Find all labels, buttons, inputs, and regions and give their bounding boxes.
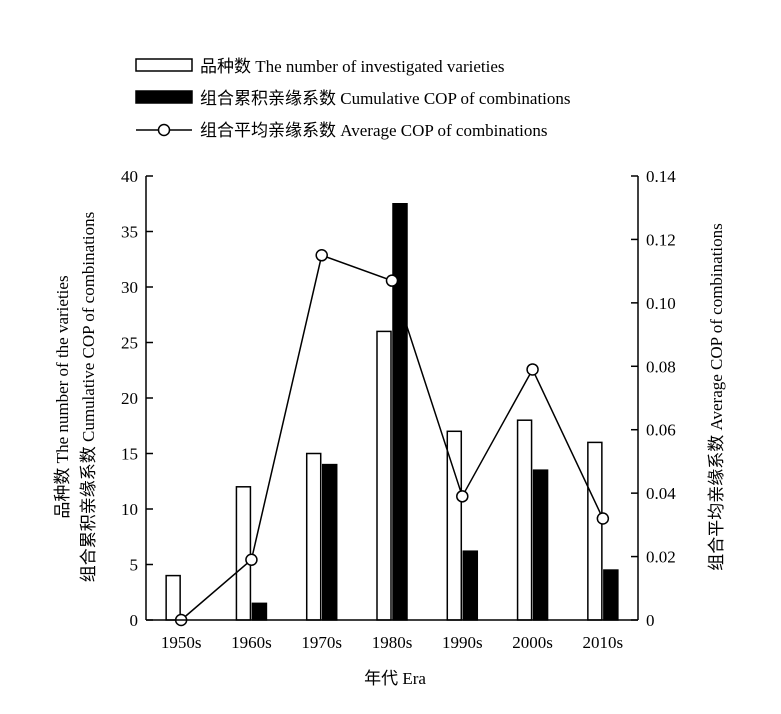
bar-cumulative-cop: [321, 463, 338, 621]
legend-label: 组合累积亲缘系数 Cumulative COP of combinations: [200, 89, 571, 108]
point-average-cop: [385, 274, 399, 287]
left-tick-label: 35: [121, 223, 138, 242]
right-tick-label: 0.08: [646, 357, 676, 376]
category-label: 1950s: [161, 633, 202, 652]
bar-cumulative-cop: [251, 602, 268, 621]
point-average-cop: [456, 490, 469, 503]
category-label: 1980s: [372, 633, 413, 652]
legend-swatch-marker: [157, 123, 171, 137]
legend-label: 组合平均亲缘系数 Average COP of combinations: [200, 121, 548, 140]
left-axis-label-varieties: 品种数 The number of the varieties: [53, 275, 72, 518]
category-label: 2000s: [512, 633, 553, 652]
category-label: 1970s: [301, 633, 342, 652]
left-tick-label: 5: [130, 556, 139, 575]
category-label: 2010s: [583, 633, 624, 652]
bar-varieties: [305, 452, 322, 621]
x-axis-label: 年代 Era: [364, 669, 426, 688]
left-tick-label: 25: [121, 334, 138, 353]
legend-swatch-varieties: [135, 58, 193, 72]
right-tick-label: 0: [646, 611, 655, 630]
bar-cumulative-cop: [603, 569, 619, 621]
left-tick-label: 30: [121, 278, 138, 297]
right-tick-label: 0.04: [646, 484, 676, 503]
legend-swatch-cumulative-cop: [135, 90, 193, 104]
right-tick-label: 0.12: [646, 230, 676, 249]
category-label: 1990s: [442, 633, 483, 652]
bar-varieties: [376, 330, 392, 621]
point-average-cop: [245, 553, 258, 566]
right-tick-label: 0.02: [646, 548, 676, 567]
point-average-cop: [596, 512, 610, 525]
point-average-cop: [526, 363, 539, 376]
left-tick-label: 0: [130, 611, 139, 630]
plot-area: [165, 203, 619, 627]
bar-varieties: [446, 430, 463, 621]
bar-varieties: [516, 419, 533, 621]
axes: 0 5 10 15 20 25 30 35 40 0 0.02 0.04 0.06 0.08 0.10 0.1…: [121, 167, 676, 652]
legend-label: 品种数 The number of investigated varieties: [200, 57, 505, 76]
left-tick-label: 20: [121, 389, 138, 408]
bar-varieties: [165, 574, 181, 621]
bar-varieties: [587, 441, 603, 621]
bar-cumulative-cop: [532, 469, 549, 621]
left-tick-label: 15: [121, 445, 138, 464]
left-tick-label: 40: [121, 167, 138, 186]
point-average-cop: [315, 249, 328, 262]
right-tick-label: 0.14: [646, 167, 676, 186]
right-axis-label-average-cop: 组合平均亲缘系数 Average COP of combinations: [707, 223, 726, 571]
bar-cumulative-cop: [392, 203, 408, 621]
right-tick-label: 0.06: [646, 421, 676, 440]
bar-varieties: [235, 486, 252, 621]
bar-cumulative-cop: [462, 550, 479, 621]
category-label: 1960s: [231, 633, 272, 652]
left-tick-label: 10: [121, 500, 138, 519]
left-axis-label-cumulative-cop: 组合累积亲缘系数 Cumulative COP of combinations: [79, 212, 98, 583]
right-tick-label: 0.10: [646, 294, 676, 313]
legend: 品种数 The number of investigated varieties…: [135, 57, 571, 140]
